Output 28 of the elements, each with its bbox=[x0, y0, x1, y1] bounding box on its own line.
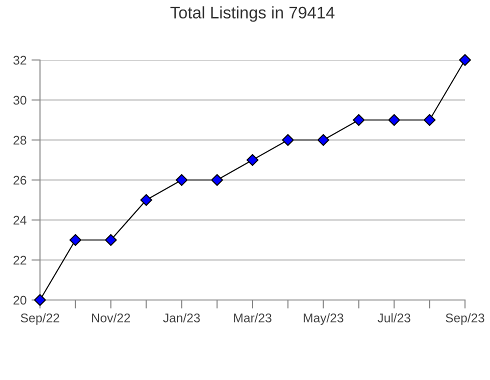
point bbox=[246, 154, 258, 166]
x-tick-label: Nov/22 bbox=[92, 313, 130, 322]
x-tick-label: Sep/22 bbox=[20, 313, 60, 325]
y-tick-label: 26 bbox=[14, 176, 26, 185]
point bbox=[317, 134, 330, 146]
chart-title: Total Listings in 79414 bbox=[170, 6, 334, 22]
x-tick-label: Jan/23 bbox=[163, 313, 200, 322]
point bbox=[282, 134, 294, 146]
point bbox=[459, 54, 471, 66]
point bbox=[34, 294, 46, 306]
point bbox=[104, 234, 117, 246]
y-tick-label: 28 bbox=[14, 136, 26, 145]
x-tick-label: Mar/23 bbox=[234, 313, 272, 322]
point bbox=[424, 114, 436, 126]
y-tick-label: 20 bbox=[14, 296, 26, 305]
point bbox=[352, 114, 365, 126]
y-tick-label: 32 bbox=[13, 56, 26, 65]
x-tick-label: Sep/23 bbox=[446, 313, 484, 325]
point bbox=[69, 234, 82, 246]
point bbox=[176, 174, 188, 186]
point bbox=[388, 114, 400, 126]
y-tick-label: 30 bbox=[13, 96, 26, 105]
y-tick-label: 24 bbox=[14, 216, 26, 225]
point bbox=[211, 174, 224, 186]
point bbox=[140, 194, 152, 206]
x-tick-label: May/23 bbox=[304, 313, 344, 325]
y-tick-label: 22 bbox=[14, 256, 26, 265]
x-tick-label: Jul/23 bbox=[378, 313, 410, 322]
